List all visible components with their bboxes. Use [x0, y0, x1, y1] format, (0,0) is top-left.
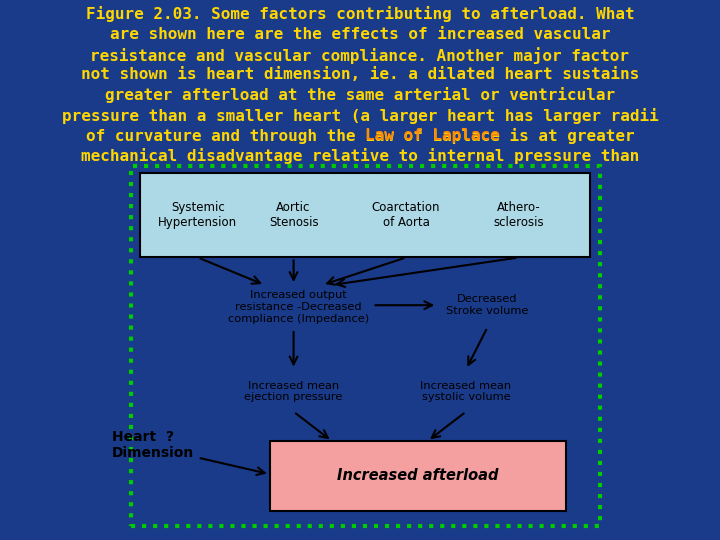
FancyBboxPatch shape — [270, 441, 567, 511]
Text: Aortic
Stenosis: Aortic Stenosis — [269, 201, 318, 229]
Text: Increased afterload: Increased afterload — [337, 469, 499, 483]
Text: pressure than a smaller heart (a larger heart has larger radii: pressure than a smaller heart (a larger … — [62, 108, 658, 124]
Text: Increased mean
ejection pressure: Increased mean ejection pressure — [244, 381, 343, 402]
Text: Increased mean
systolic volume: Increased mean systolic volume — [420, 381, 511, 402]
Text: Coarctation
of Aorta: Coarctation of Aorta — [372, 201, 441, 229]
Text: Athero-
sclerosis: Athero- sclerosis — [493, 201, 544, 229]
FancyBboxPatch shape — [140, 173, 590, 258]
Text: Increased output
resistance -Decreased
compliance (Impedance): Increased output resistance -Decreased c… — [228, 291, 369, 323]
Text: resistance and vascular compliance. Another major factor: resistance and vascular compliance. Anot… — [91, 47, 629, 64]
Text: Figure 2.03. Some factors contributing to afterload. What: Figure 2.03. Some factors contributing t… — [86, 6, 634, 23]
Text: of curvature and through the Law of Laplace is at greater: of curvature and through the Law of Lapl… — [86, 128, 634, 144]
Text: greater afterload at the same arterial or ventricular: greater afterload at the same arterial o… — [105, 87, 615, 104]
Text: Decreased
Stroke volume: Decreased Stroke volume — [446, 294, 528, 316]
Text: Heart  ?
Dimension: Heart ? Dimension — [112, 430, 194, 460]
Text: not shown is heart dimension, ie. a dilated heart sustains: not shown is heart dimension, ie. a dila… — [81, 68, 639, 82]
Text: are shown here are the effects of increased vascular: are shown here are the effects of increa… — [109, 26, 611, 42]
Text: Systemic
Hypertension: Systemic Hypertension — [158, 201, 238, 229]
Text: Law of Laplace: Law of Laplace — [365, 128, 500, 143]
Text: mechanical disadvantage relative to internal pressure than: mechanical disadvantage relative to inte… — [81, 148, 639, 164]
